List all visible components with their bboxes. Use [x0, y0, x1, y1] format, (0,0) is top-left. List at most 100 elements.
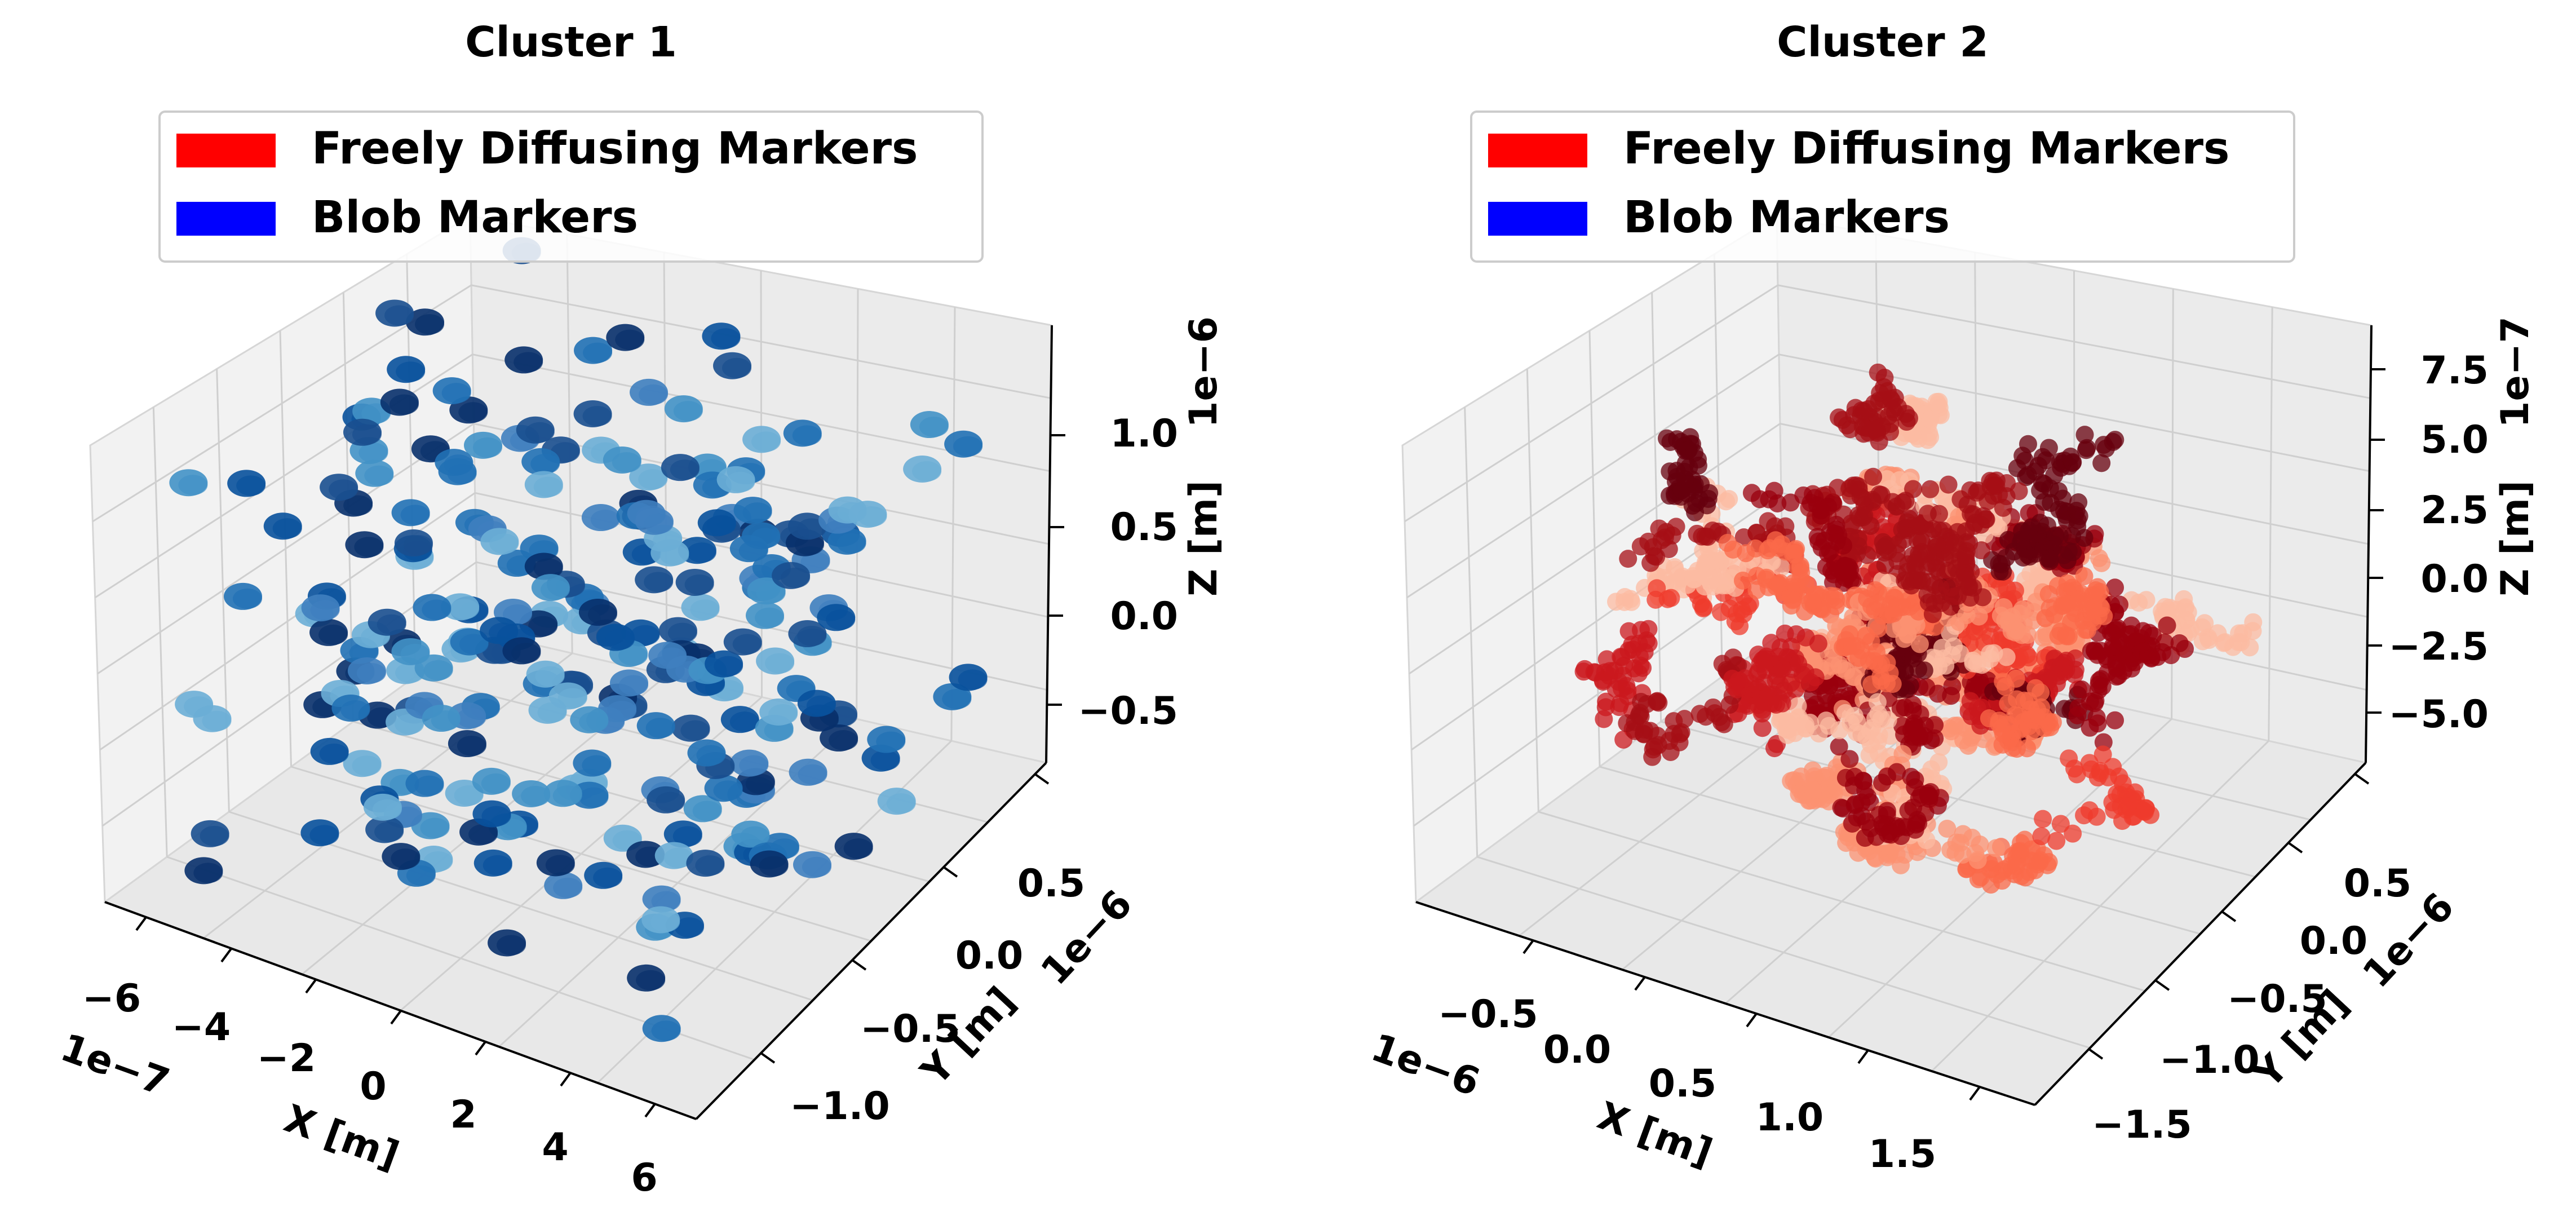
diffusing-marker-point [2038, 856, 2057, 874]
diffusing-marker-point [1926, 594, 1944, 613]
diffusing-marker-point [1747, 581, 1766, 599]
blob-marker-point [372, 799, 402, 820]
diffusing-marker-point [1619, 622, 1638, 640]
blob-marker-point [483, 855, 512, 876]
grid-line [1931, 740, 2269, 1072]
blob-marker-point [343, 495, 373, 516]
z-axis-label: Z [m] [2493, 480, 2538, 596]
blob-marker-point [406, 865, 436, 886]
blob-marker-point [525, 422, 555, 443]
blob-marker-point [579, 711, 609, 732]
diffusing-marker-point [1945, 717, 1964, 735]
blob-marker-point [318, 624, 348, 645]
y-tick-label: 0.5 [1017, 861, 1085, 906]
diffusing-marker-point [1789, 655, 1808, 673]
blob-marker-point [667, 622, 697, 643]
grid-line [1777, 284, 2371, 399]
diffusing-marker-point [1718, 533, 1737, 552]
blob-marker-point [514, 352, 543, 373]
diffusing-marker-point [1927, 535, 1946, 554]
blob-marker-point [739, 755, 769, 776]
y-tick-label: 0.0 [955, 934, 1023, 978]
z-tick-label: 5.0 [2421, 418, 2489, 462]
diffusing-marker-point [1939, 475, 1958, 494]
blob-marker-point [454, 785, 484, 806]
blob-marker-point [184, 696, 214, 717]
diffusing-marker-point [2075, 567, 2093, 586]
y-tick-label: −1.0 [790, 1084, 889, 1129]
blob-marker-point [740, 826, 770, 847]
diffusing-marker-point [2039, 439, 2058, 457]
blob-marker-point [605, 629, 635, 650]
diffusing-marker-point [1854, 508, 1873, 527]
diffusing-marker-point [2075, 426, 2094, 444]
diffusing-marker-point [1734, 605, 1752, 624]
blob-marker-point [765, 653, 795, 674]
diffusing-marker-point [1733, 571, 1752, 590]
blob-marker-point [696, 745, 726, 766]
blob-marker-point [414, 775, 444, 796]
diffusing-marker-point [1753, 719, 1772, 737]
blob-marker-point [354, 537, 384, 558]
legend-label: Freely Diffusing Markers [312, 123, 918, 174]
blob-marker-point [674, 917, 704, 938]
z-tick-label: 7.5 [2421, 348, 2489, 393]
diffusing-marker-point [1615, 588, 1634, 607]
blob-marker-point [612, 452, 641, 472]
blob-marker-point [886, 793, 916, 814]
blob-marker-point [912, 461, 942, 482]
blob-marker-point [644, 572, 674, 593]
blob-marker-point [352, 424, 382, 445]
diffusing-marker-point [2041, 550, 2059, 568]
blob-marker-point [582, 406, 612, 427]
blob-marker-point [232, 588, 262, 609]
diffusing-marker-point [1936, 549, 1954, 567]
diffusing-marker-point [2058, 594, 2077, 613]
blob-marker-point [431, 710, 461, 731]
blob-marker-point [489, 622, 519, 643]
blob-marker-point [663, 847, 693, 868]
diffusing-marker-point [1833, 410, 1852, 429]
diffusing-marker-point [1899, 802, 1918, 820]
diffusing-marker-point [2088, 586, 2106, 604]
diffusing-marker-point [2018, 739, 2037, 758]
blob-marker-point [489, 533, 519, 554]
legend-swatch-red [176, 134, 276, 167]
blob-marker-point [481, 806, 511, 826]
z-ticks: −0.5 0.0 0.5 1.0 Z [m] 1e−6 [1047, 316, 1226, 733]
diffusing-marker-point [1771, 574, 1790, 593]
diffusing-marker-point [1900, 409, 1918, 427]
x-offset-label: 1e−6 [1365, 1025, 1485, 1106]
diffusing-marker-point [1781, 493, 1800, 512]
legend-swatch-red [1488, 134, 1587, 167]
diffusing-marker-point [2007, 857, 2026, 876]
blob-marker-point [870, 750, 900, 771]
diffusing-marker-point [2137, 591, 2155, 609]
y-tick-label: 0.0 [2300, 919, 2367, 963]
x-tick-label: 0 [360, 1064, 386, 1109]
blob-marker-point [497, 935, 526, 956]
blob-marker-point [756, 583, 786, 604]
diffusing-marker-point [2063, 527, 2082, 545]
diffusing-marker-point [1993, 872, 2011, 890]
x-tick-label: 0.5 [1649, 1062, 1716, 1106]
diffusing-marker-point [1667, 518, 1685, 536]
blob-marker-point [389, 394, 419, 415]
diffusing-marker-point [1961, 481, 1980, 499]
diffusing-marker-point [1736, 669, 1754, 688]
blob-marker-point [533, 476, 563, 497]
diffusing-marker-point [1945, 637, 1963, 656]
diffusing-marker-point [1910, 635, 1929, 653]
diffusing-marker-point [2140, 624, 2158, 642]
diffusing-marker-point [2244, 613, 2263, 631]
diffusing-marker-point [2064, 824, 2082, 843]
z-tick-label: 0.0 [2421, 557, 2489, 602]
diffusing-marker-point [1657, 429, 1676, 448]
diffusing-marker-point [1968, 655, 1986, 673]
diffusing-marker-point [1639, 634, 1658, 653]
blob-marker-point [745, 773, 775, 794]
diffusing-marker-point [1867, 643, 1886, 661]
blob-marker-point [802, 856, 831, 877]
blob-marker-point [829, 730, 858, 751]
